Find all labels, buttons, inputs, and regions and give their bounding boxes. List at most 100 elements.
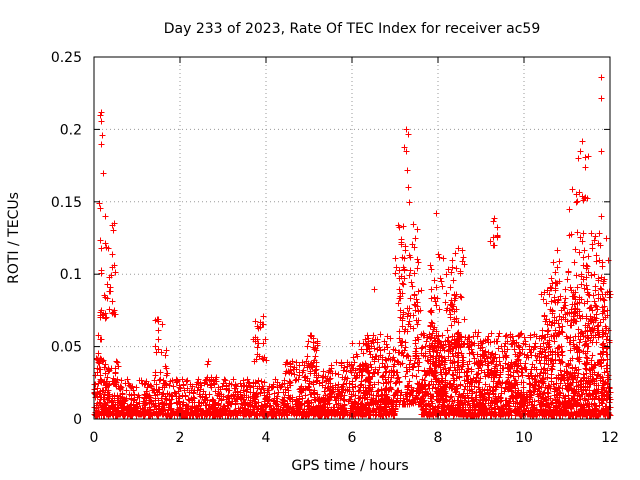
roti-point	[109, 298, 116, 305]
roti-point	[250, 379, 257, 386]
roti-point	[247, 384, 254, 391]
roti-point	[185, 396, 192, 403]
roti-point	[134, 394, 141, 401]
roti-point	[543, 300, 550, 307]
roti-point	[564, 335, 571, 342]
roti-point	[497, 380, 504, 387]
roti-point	[341, 364, 348, 371]
roti-point	[590, 364, 597, 371]
roti-point	[487, 410, 494, 417]
roti-point	[499, 348, 506, 355]
roti-point	[418, 287, 425, 294]
roti-point	[147, 406, 154, 413]
roti-point	[567, 284, 574, 291]
roti-point	[565, 268, 572, 275]
roti-point	[596, 359, 603, 366]
roti-point	[438, 405, 445, 412]
roti-point	[567, 339, 574, 346]
roti-point	[413, 373, 420, 380]
roti-point	[482, 348, 489, 355]
roti-point	[598, 286, 605, 293]
roti-point	[119, 394, 126, 401]
roti-point	[410, 221, 417, 228]
roti-point	[590, 410, 597, 417]
roti-point	[596, 331, 603, 338]
roti-point	[325, 369, 332, 376]
roti-point	[431, 324, 438, 331]
roti-point	[354, 353, 361, 360]
roti-point	[594, 412, 601, 419]
roti-point	[244, 409, 251, 416]
roti-point	[443, 307, 450, 314]
roti-point	[163, 396, 170, 403]
roti-point	[583, 354, 590, 361]
roti-point	[508, 341, 515, 348]
roti-point	[570, 412, 577, 419]
roti-point	[584, 355, 591, 362]
roti-point	[552, 396, 559, 403]
roti-point	[102, 370, 109, 377]
roti-point	[517, 350, 524, 357]
roti-point	[253, 393, 260, 400]
roti-point	[296, 406, 303, 413]
roti-point	[393, 369, 400, 376]
roti-point	[526, 375, 533, 382]
roti-point	[581, 342, 588, 349]
roti-point	[97, 372, 104, 379]
roti-point	[579, 330, 586, 337]
roti-point	[387, 378, 394, 385]
roti-point	[186, 389, 193, 396]
roti-point	[363, 410, 370, 417]
roti-point	[301, 374, 308, 381]
roti-point	[358, 381, 365, 388]
roti-point	[401, 144, 408, 151]
roti-point	[589, 245, 596, 252]
roti-point	[256, 353, 263, 360]
roti-point	[405, 184, 412, 191]
roti-point	[542, 370, 549, 377]
roti-point	[258, 402, 265, 409]
roti-point	[412, 348, 419, 355]
roti-point	[579, 138, 586, 145]
roti-point	[410, 363, 417, 370]
roti-point	[589, 365, 596, 372]
roti-point	[459, 363, 466, 370]
roti-point	[478, 359, 485, 366]
roti-point	[487, 387, 494, 394]
roti-point	[503, 354, 510, 361]
roti-point	[533, 357, 540, 364]
roti-point	[519, 346, 526, 353]
roti-point	[167, 412, 174, 419]
roti-point	[550, 381, 557, 388]
roti-point	[451, 291, 458, 298]
roti-point	[553, 374, 560, 381]
roti-point	[448, 269, 455, 276]
roti-point	[565, 386, 572, 393]
roti-point	[423, 338, 430, 345]
roti-point	[527, 388, 534, 395]
roti-point	[348, 369, 355, 376]
roti-point	[466, 334, 473, 341]
roti-point	[543, 344, 550, 351]
roti-point	[261, 379, 268, 386]
roti-point	[352, 392, 359, 399]
roti-point	[422, 343, 429, 350]
roti-point	[561, 299, 568, 306]
roti-point	[387, 335, 394, 342]
roti-point	[567, 380, 574, 387]
roti-point	[382, 411, 389, 418]
roti-point	[313, 374, 320, 381]
roti-point	[374, 388, 381, 395]
roti-point	[406, 378, 413, 385]
roti-point	[357, 394, 364, 401]
roti-point	[363, 376, 370, 383]
roti-point	[496, 358, 503, 365]
roti-point	[457, 333, 464, 340]
roti-point	[596, 230, 603, 237]
roti-point	[603, 325, 610, 332]
roti-point	[187, 405, 194, 412]
roti-point	[482, 373, 489, 380]
roti-point	[558, 371, 565, 378]
roti-point	[413, 296, 420, 303]
roti-point	[393, 398, 400, 405]
